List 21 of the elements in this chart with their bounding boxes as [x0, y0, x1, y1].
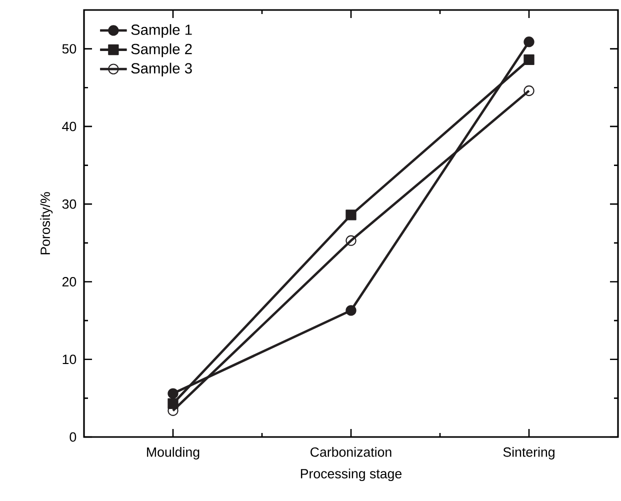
point: [346, 305, 356, 316]
point: [346, 210, 356, 220]
x-tick-label: Carbonization: [310, 447, 392, 457]
y-tick-label: 10: [62, 354, 76, 364]
point: [524, 85, 534, 96]
legend-label: Sample 3: [131, 62, 192, 76]
point: [524, 36, 534, 48]
y-tick-label: 50: [62, 44, 76, 54]
point: [346, 235, 356, 246]
y-tick-label: 40: [62, 122, 76, 132]
y-tick-label: 20: [62, 277, 76, 286]
legend-label: Sample 2: [131, 43, 192, 58]
x-tick-label: Moulding: [147, 447, 200, 460]
point: [168, 388, 178, 399]
y-axis-title: Porosity/%: [40, 192, 53, 254]
x-axis-title: Processing stage: [300, 468, 402, 482]
y-tick-label: 30: [62, 199, 76, 209]
x-tick-label: Sintering: [503, 447, 554, 460]
legend-label: Sample 1: [131, 24, 192, 38]
y-tick-label: 0: [70, 432, 76, 442]
point: [524, 54, 534, 66]
